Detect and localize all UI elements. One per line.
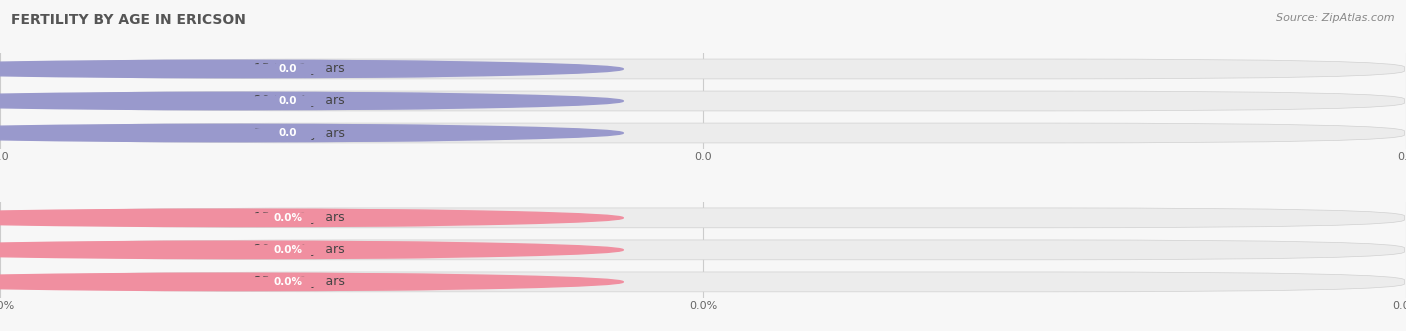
Circle shape <box>0 124 623 142</box>
FancyBboxPatch shape <box>1 272 1405 292</box>
FancyBboxPatch shape <box>1 240 1405 260</box>
FancyBboxPatch shape <box>0 273 325 291</box>
Text: 15 to 19 years: 15 to 19 years <box>254 63 344 75</box>
Text: 0.0%: 0.0% <box>273 245 302 255</box>
Text: 0.0: 0.0 <box>278 64 297 74</box>
Text: 0.0%: 0.0% <box>273 277 302 287</box>
Text: Source: ZipAtlas.com: Source: ZipAtlas.com <box>1277 13 1395 23</box>
Circle shape <box>0 60 623 78</box>
FancyBboxPatch shape <box>1 208 1405 228</box>
Text: 0.0: 0.0 <box>278 128 297 138</box>
FancyBboxPatch shape <box>0 241 325 259</box>
Circle shape <box>0 92 623 110</box>
Text: 20 to 34 years: 20 to 34 years <box>254 94 344 108</box>
Circle shape <box>0 209 623 227</box>
FancyBboxPatch shape <box>0 124 325 142</box>
FancyBboxPatch shape <box>73 241 502 259</box>
FancyBboxPatch shape <box>73 124 502 142</box>
Circle shape <box>0 273 623 291</box>
Text: FERTILITY BY AGE IN ERICSON: FERTILITY BY AGE IN ERICSON <box>11 13 246 27</box>
FancyBboxPatch shape <box>1 91 1405 111</box>
Text: 0.0%: 0.0% <box>273 213 302 223</box>
FancyBboxPatch shape <box>73 92 502 110</box>
FancyBboxPatch shape <box>0 60 325 77</box>
Text: 15 to 19 years: 15 to 19 years <box>254 212 344 224</box>
FancyBboxPatch shape <box>73 273 502 291</box>
FancyBboxPatch shape <box>1 59 1405 79</box>
Text: 35 to 50 years: 35 to 50 years <box>254 126 344 139</box>
FancyBboxPatch shape <box>73 209 502 226</box>
Text: 0.0: 0.0 <box>278 96 297 106</box>
FancyBboxPatch shape <box>73 60 502 77</box>
Circle shape <box>0 241 623 259</box>
Text: 35 to 50 years: 35 to 50 years <box>254 275 344 288</box>
FancyBboxPatch shape <box>0 92 325 110</box>
FancyBboxPatch shape <box>1 123 1405 143</box>
Text: 20 to 34 years: 20 to 34 years <box>254 243 344 257</box>
FancyBboxPatch shape <box>0 209 325 226</box>
